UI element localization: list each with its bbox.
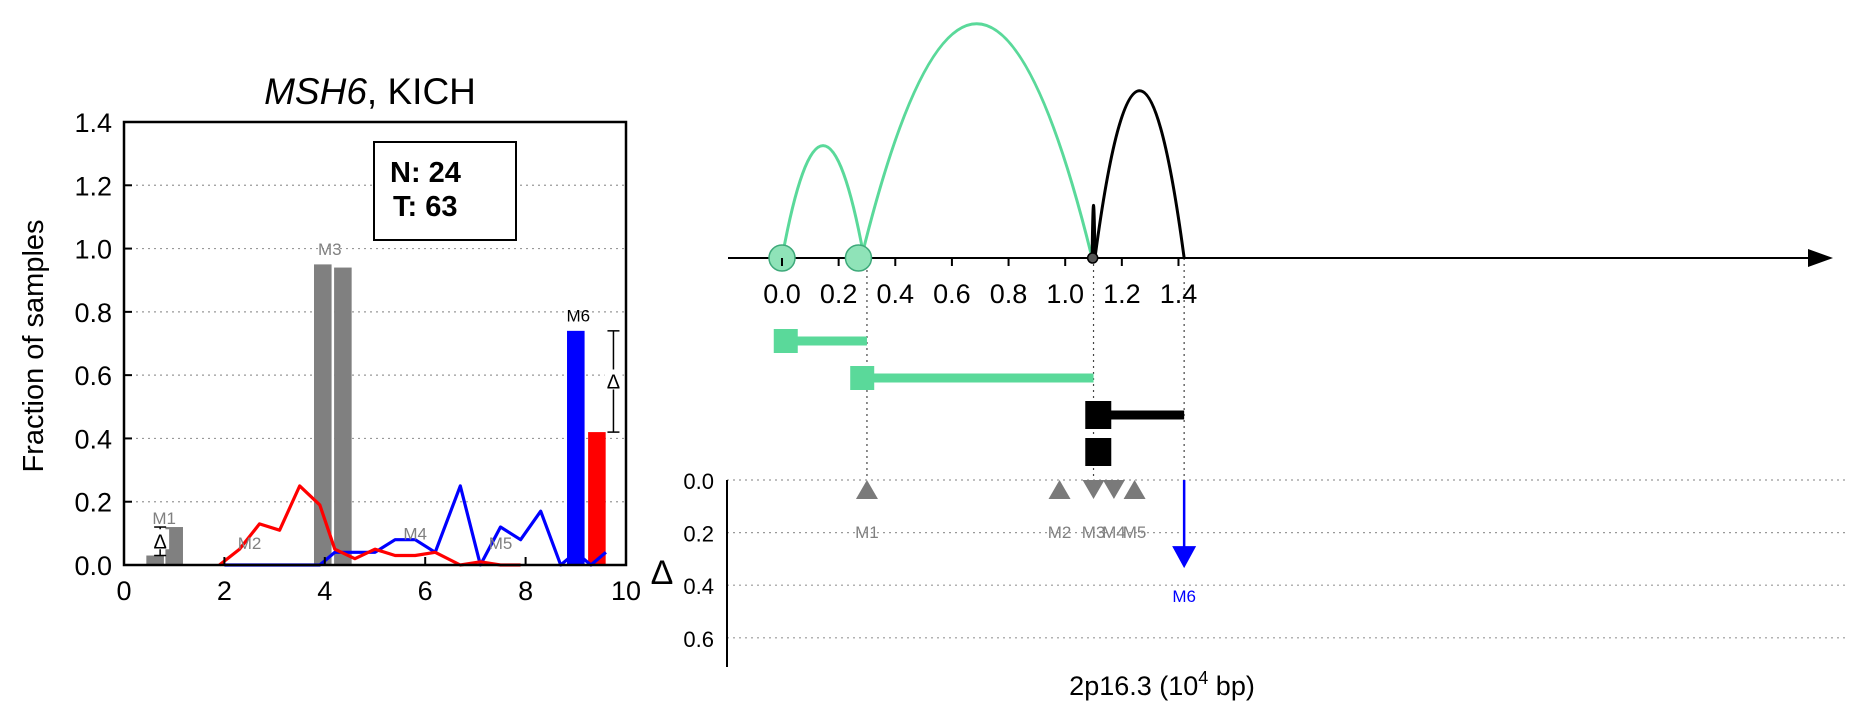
delta-symbol: Δ: [153, 531, 166, 553]
left-annotation-label: M4: [403, 525, 427, 544]
left-xtick-label: 0: [116, 576, 131, 606]
left-bar: [146, 555, 164, 565]
left-ytick-label: 1.4: [74, 108, 112, 138]
left-panel: MSH6, KICH Fraction of samples M1 M2 M3 M4 M…: [18, 71, 641, 606]
marker-triangle: [855, 480, 878, 499]
splice-arc: [780, 144, 866, 259]
marker-triangle: [1048, 480, 1071, 499]
left-xtick-label: 2: [217, 576, 232, 606]
marker-arrowhead: [1172, 546, 1197, 569]
counts-n: N: 24: [390, 157, 461, 189]
left-annotation-label: M6: [566, 306, 590, 325]
left-ytick-label: 0.0: [74, 551, 112, 581]
title-rest: , KICH: [367, 71, 476, 112]
junction-node: [1086, 252, 1099, 264]
junction-node: [844, 244, 873, 272]
left-xtick-label: 4: [317, 576, 332, 606]
delta-tick-label: 0.6: [683, 627, 714, 652]
left-ytick-label: 1.2: [74, 171, 112, 201]
red-series-line: [218, 484, 521, 567]
right-xlabel: 2p16.3 (104 bp): [1069, 668, 1255, 701]
left-ytick-label: 0.8: [74, 298, 112, 328]
marker-label: M1: [855, 523, 879, 542]
right-xlabel-prefix: 2p16.3 (10: [1069, 671, 1198, 701]
right-xtick-label: 0.2: [820, 279, 858, 309]
isoform-start-box: [1085, 401, 1112, 429]
left-bar: [567, 330, 585, 565]
delta-tick-label: 0.0: [683, 469, 714, 494]
left-ytick-label: 0.6: [74, 361, 112, 391]
left-annotation-label: M2: [238, 534, 262, 553]
left-bar: [314, 264, 332, 565]
delta-tick-label: 0.4: [683, 574, 714, 599]
right-xtick-label: 0.4: [877, 279, 915, 309]
right-xtick-label: 0.6: [933, 279, 971, 309]
delta-axis-label: Δ: [651, 554, 674, 592]
right-panel: 0.0 0.2 0.4 0.6 0.8 1.0 1.2 1.4 0.00.20.40.6 Δ …: [651, 22, 1845, 701]
left-ytick-label: 0.4: [74, 424, 112, 454]
marker-label: M4: [1102, 523, 1126, 542]
right-xlabel-exp: 4: [1198, 668, 1208, 688]
delta-symbol-bg: [151, 529, 170, 550]
delta-tick-label: 0.2: [683, 522, 714, 547]
left-xtick-label: 8: [518, 576, 533, 606]
counts-box: N: 24 T: 63: [373, 141, 517, 241]
splice-arc: [1093, 89, 1186, 259]
left-bar: [165, 527, 183, 565]
title-gene: MSH6: [264, 71, 367, 112]
right-xlabel-suffix: bp): [1208, 671, 1255, 701]
left-chart-title: MSH6, KICH: [264, 71, 476, 112]
right-xtick-label: 1.2: [1103, 279, 1141, 309]
counts-t: T: 63: [393, 191, 457, 223]
left-plot-frame: [122, 120, 628, 567]
marker-triangle: [1102, 480, 1125, 499]
left-xtick-label: 6: [418, 576, 433, 606]
right-xtick-label: 0.0: [763, 279, 801, 309]
genome-axis-arrowhead: [1808, 249, 1833, 267]
right-xtick-label: 0.8: [990, 279, 1028, 309]
splice-arc: [859, 22, 1094, 259]
right-xtick-label: 1.0: [1046, 279, 1084, 309]
marker-label: M3: [1082, 523, 1106, 542]
marker-label: M2: [1048, 523, 1072, 542]
marker-triangle: [1123, 480, 1146, 499]
splice-arc: [1090, 203, 1097, 259]
marker-label: M5: [1123, 523, 1147, 542]
marker-triangle: [1082, 480, 1105, 499]
left-ytick-label: 0.2: [74, 488, 112, 518]
left-bar: [588, 432, 606, 565]
marker-label: M6: [1172, 587, 1196, 606]
left-annotation-label: M1: [152, 509, 176, 528]
delta-symbol-bg: [604, 369, 623, 390]
right-xtick-label: 1.4: [1160, 279, 1198, 309]
left-ylabel: Fraction of samples: [18, 219, 50, 472]
left-annotation-label: M5: [489, 534, 513, 553]
left-ytick-label: 1.0: [74, 235, 112, 265]
left-xtick-label: 10: [611, 576, 641, 606]
counts-box-frame: [373, 141, 517, 241]
left-annotation-label: M3: [318, 240, 342, 259]
delta-symbol: Δ: [607, 371, 620, 393]
left-bar: [334, 267, 352, 565]
